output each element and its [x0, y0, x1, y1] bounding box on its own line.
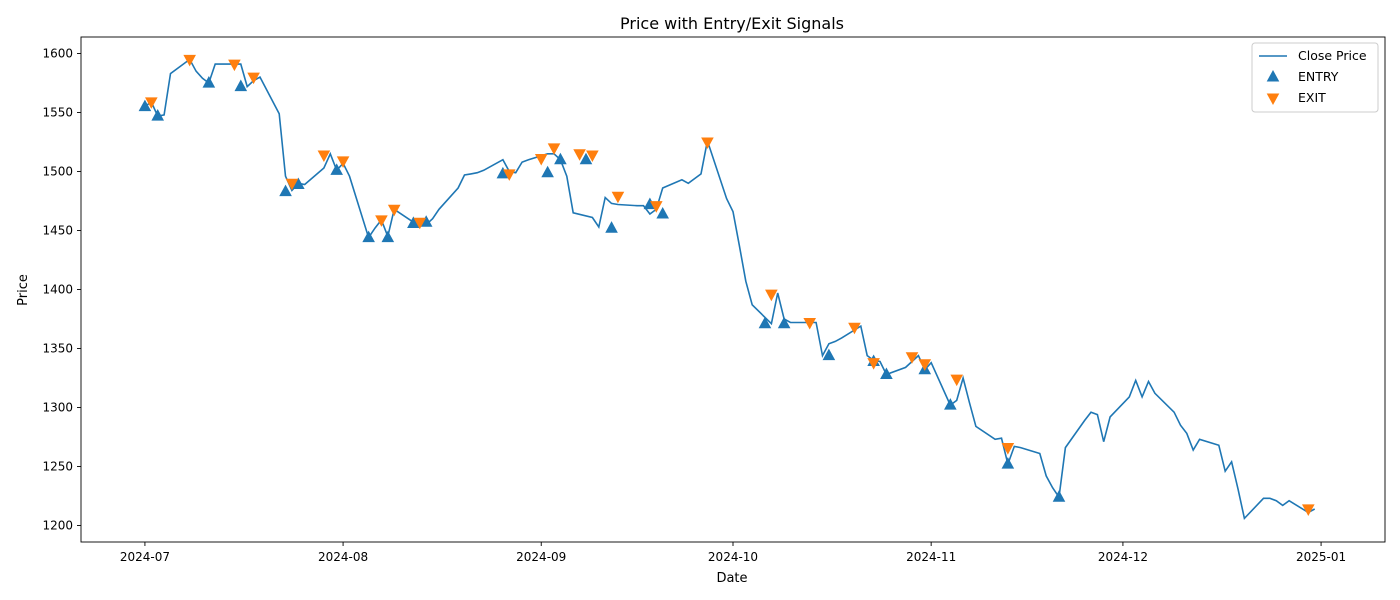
x-axis-label: Date — [716, 571, 747, 586]
legend: Close Price ENTRY EXIT — [1251, 42, 1379, 113]
exit-marker — [1001, 443, 1015, 455]
entry-marker — [419, 215, 433, 227]
entry-marker — [822, 348, 836, 361]
entry-marker — [292, 177, 305, 190]
entry-marker — [362, 230, 375, 243]
x-tick-label: 2024-12 — [1098, 550, 1148, 564]
exit-marker — [247, 72, 260, 85]
entry-marker — [605, 221, 618, 233]
y-tick-label: 1200 — [42, 518, 73, 532]
exit-marker — [336, 156, 350, 168]
entry-marker — [656, 206, 669, 219]
x-tick-label: 2024-08 — [318, 550, 368, 564]
entry-marker — [151, 109, 165, 121]
entry-marker — [880, 367, 893, 380]
exit-marker — [183, 54, 196, 67]
legend-exit-label: EXIT — [1298, 90, 1326, 105]
exit-marker — [573, 149, 586, 161]
exit-marker — [611, 191, 625, 204]
exit-marker — [228, 59, 241, 72]
entry-marker — [758, 316, 772, 329]
legend-close-price-label: Close Price — [1298, 48, 1367, 63]
exit-marker — [534, 153, 548, 166]
entry-marker — [381, 230, 395, 243]
entry-marker — [138, 99, 152, 112]
exit-marker — [1301, 504, 1315, 516]
entry-marker — [777, 316, 791, 329]
entry-marker — [554, 152, 567, 165]
legend-box — [1251, 42, 1379, 113]
exit-marker — [387, 204, 401, 217]
x-tick-label: 2024-10 — [708, 550, 758, 564]
exit-marker — [502, 169, 516, 181]
entry-marker — [279, 184, 292, 197]
entry-marker — [234, 79, 248, 92]
exit-marker — [547, 143, 561, 155]
legend-entry-swatch — [1266, 70, 1280, 82]
exit-marker — [413, 217, 427, 230]
y-tick-label: 1300 — [42, 400, 73, 414]
exit-markers — [145, 54, 1315, 516]
y-tick-label: 1250 — [42, 459, 73, 473]
y-axis-label: Price — [16, 274, 31, 306]
entry-marker — [944, 398, 957, 410]
y-tick-label: 1600 — [42, 47, 73, 61]
plot-area — [80, 36, 1386, 543]
exit-marker — [586, 150, 599, 162]
exit-marker — [905, 352, 919, 364]
y-tick-label: 1400 — [42, 283, 73, 297]
entry-marker — [496, 166, 510, 179]
x-tick-label: 2024-11 — [906, 550, 956, 564]
y-tick-label: 1450 — [42, 224, 73, 238]
entry-markers — [138, 76, 1066, 502]
x-tick-label: 2024-09 — [516, 550, 566, 564]
exit-marker — [649, 201, 663, 213]
legend-exit-swatch — [1266, 93, 1280, 105]
entry-marker — [1001, 457, 1015, 469]
exit-marker — [803, 317, 817, 330]
exit-marker — [765, 289, 778, 302]
exit-marker — [701, 137, 714, 150]
exit-marker — [848, 322, 861, 335]
entry-marker — [330, 163, 343, 175]
exit-marker — [867, 358, 880, 370]
x-tick-label: 2024-07 — [120, 550, 170, 564]
exit-marker — [375, 215, 388, 227]
entry-marker — [1052, 490, 1066, 502]
y-tick-label: 1350 — [42, 341, 73, 355]
legend-entry-label: ENTRY — [1298, 69, 1339, 84]
entry-marker — [541, 165, 554, 178]
exit-marker — [918, 359, 932, 371]
exit-marker — [317, 150, 331, 162]
exit-marker — [950, 374, 964, 387]
chart-title: Price with Entry/Exit Signals — [620, 14, 844, 33]
entry-marker — [579, 152, 593, 165]
x-axis: 2024-07 2024-08 2024-09 2024-10 2024-11 2024-… — [120, 542, 1346, 564]
x-tick-label: 2025-01 — [1296, 550, 1346, 564]
y-tick-label: 1550 — [42, 106, 73, 120]
entry-marker — [202, 76, 216, 88]
close-price-line — [144, 58, 1316, 521]
y-axis: 1200 1250 1300 1350 1400 1450 1500 1550 1600 — [42, 47, 81, 532]
entry-marker — [407, 216, 420, 228]
y-tick-label: 1500 — [42, 165, 73, 179]
exit-marker — [145, 97, 158, 109]
exit-marker — [285, 178, 299, 191]
